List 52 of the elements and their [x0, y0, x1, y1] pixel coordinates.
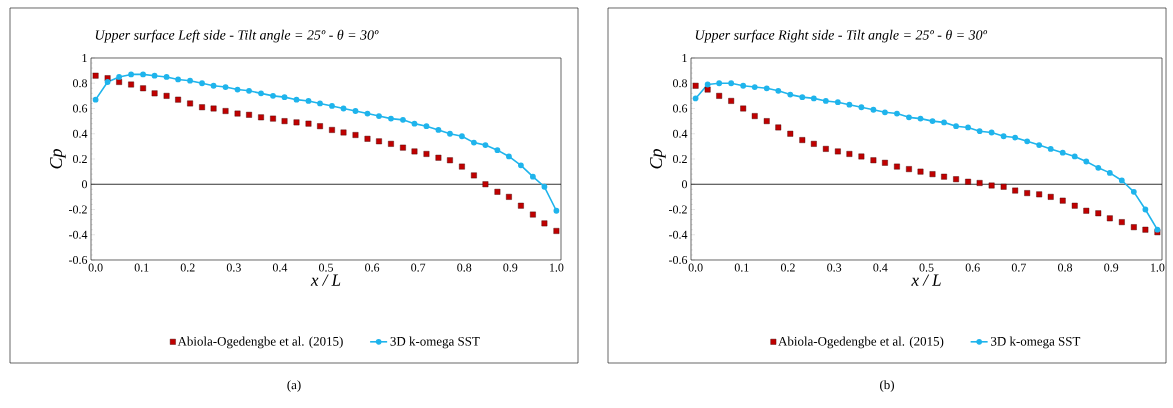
y-tick-label: -0.4 [669, 230, 688, 239]
y-axis-title: Cp [50, 149, 66, 169]
y-tick-label: 0 [681, 180, 688, 189]
x-tick-label: 0.2 [780, 263, 795, 272]
x-tick-label: 0.0 [688, 263, 703, 272]
y-tick-label: 0.8 [72, 79, 88, 88]
x-tick-label: 0.9 [503, 263, 518, 272]
x-tick-label: 0.9 [1104, 263, 1119, 272]
y-tick-label: -0.4 [68, 230, 88, 239]
y-tick-label: 0.8 [673, 79, 688, 88]
y-tick-label: 1 [82, 54, 87, 62]
legend-label: 3D k-omega SST [991, 336, 1081, 349]
y-tick-label: 1 [682, 54, 687, 62]
y-tick-label: 0 [81, 180, 88, 189]
legend-label: Abiola-Ogedengbe et al. (2015) [177, 336, 343, 349]
legend-label: Abiola-Ogedengbe et al. (2015) [778, 336, 944, 349]
y-tick-label: 0.4 [673, 129, 688, 138]
y-tick-label: 0.4 [72, 129, 88, 138]
x-tick-label: 0.6 [965, 263, 980, 272]
y-tick-label: 0.6 [72, 104, 88, 113]
x-tick-label: 0.2 [180, 263, 195, 272]
x-tick-label: 0.7 [411, 263, 426, 272]
x-tick-label: 0.3 [226, 263, 241, 272]
x-tick-label: 0.5 [919, 263, 934, 272]
y-tick-label: 0.2 [673, 154, 687, 164]
y-tick-label: -0.6 [68, 255, 88, 265]
y-tick-label: -0.2 [68, 205, 87, 214]
x-tick-label: 0.1 [134, 263, 149, 272]
x-tick-label: 0.6 [365, 263, 380, 272]
x-tick-label: 1.0 [549, 263, 564, 272]
x-axis-title: x / L [310, 274, 341, 286]
x-tick-label: 0.3 [827, 263, 842, 272]
y-tick-label: 0.2 [72, 154, 87, 164]
text: (a) [287, 380, 301, 392]
x-tick-label: 0.8 [1058, 263, 1073, 272]
x-axis-title: x / L [911, 274, 941, 286]
x-tick-label: 0.8 [457, 263, 472, 272]
x-tick-label: 1.0 [1150, 263, 1165, 272]
y-tick-label: 0.6 [673, 104, 688, 113]
x-tick-label: 0.0 [88, 263, 103, 272]
x-tick-label: 0.7 [1011, 263, 1026, 272]
x-tick-label: 0.5 [318, 263, 334, 272]
y-tick-label: -0.6 [669, 255, 688, 265]
x-tick-label: 0.4 [272, 263, 288, 272]
x-tick-label: 0.1 [734, 263, 749, 272]
y-tick-label: -0.2 [669, 205, 687, 214]
chart-title: Upper surface Right side - Tilt angle = 25º - θ = 30º [695, 29, 988, 43]
y-axis-title: Cp [650, 149, 666, 169]
chart-title: Upper surface Left side - Tilt angle = 25º - θ = 30º [95, 29, 379, 43]
x-tick-label: 0.4 [873, 263, 888, 272]
legend-label: 3D k-omega SST [390, 336, 480, 349]
text: (b) [880, 380, 894, 392]
